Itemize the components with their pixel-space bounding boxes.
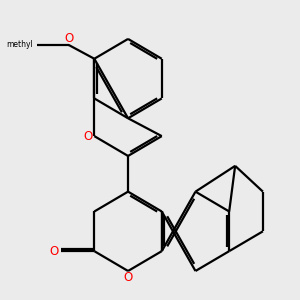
Text: O: O (83, 130, 92, 142)
Text: O: O (64, 32, 73, 45)
Text: O: O (123, 271, 133, 284)
Text: O: O (49, 245, 58, 258)
Text: methyl: methyl (6, 40, 33, 50)
